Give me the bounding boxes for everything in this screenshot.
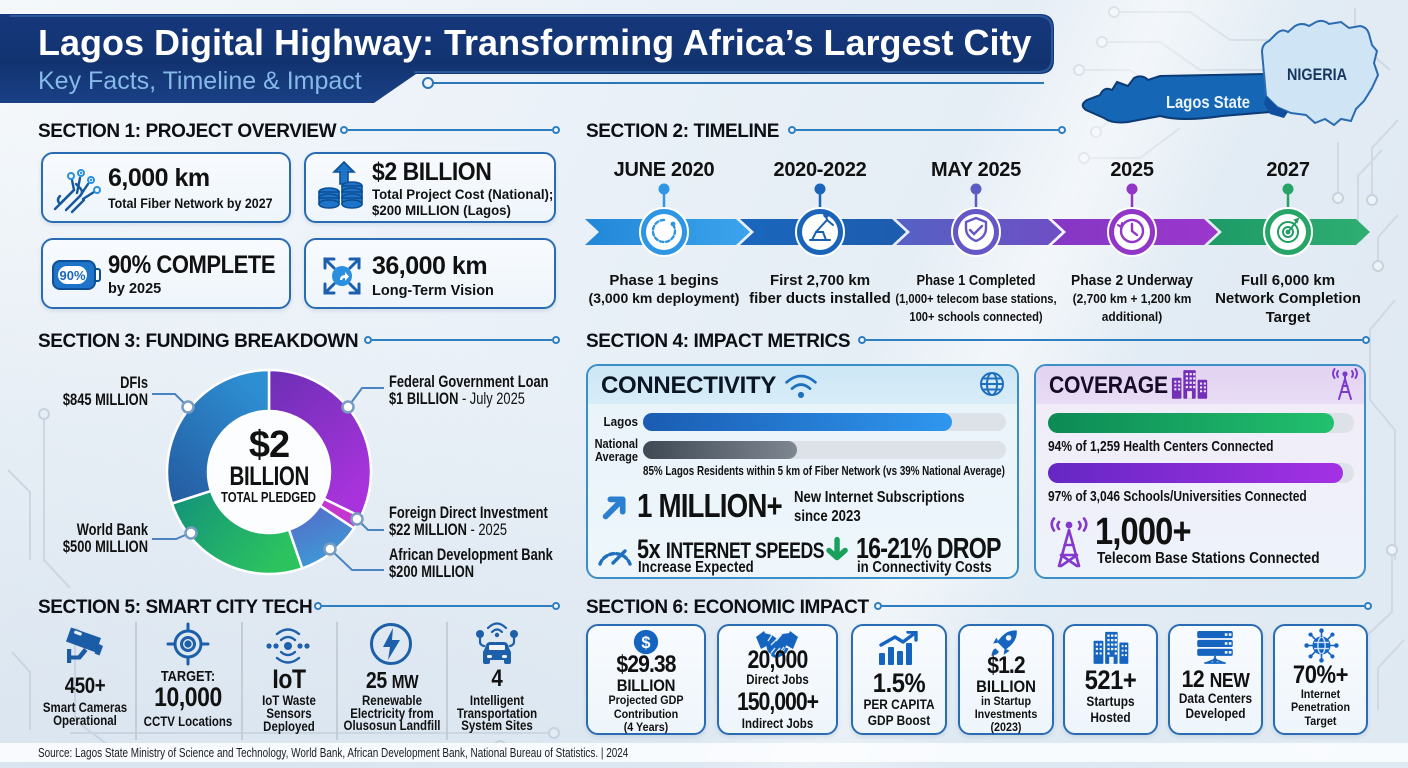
svg-text:90%: 90% <box>59 268 85 283</box>
svg-text:$: $ <box>641 634 650 652</box>
svg-text:NIGERIA: NIGERIA <box>1287 65 1347 84</box>
svg-text:Lagos State: Lagos State <box>1166 92 1250 112</box>
